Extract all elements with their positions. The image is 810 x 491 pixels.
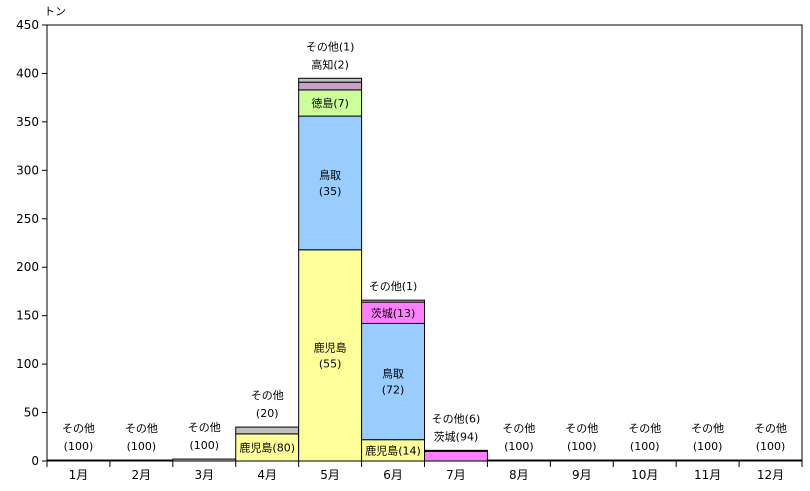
annotation-label: (100) [127,440,157,453]
x-tick-label: 12月 [757,468,784,482]
annotation-label: (100) [504,440,534,453]
y-tick-label: 400 [16,66,39,80]
bar-segment [424,449,488,452]
annotation-label: その他 [628,422,661,435]
segment-label: (35) [319,185,342,198]
annotation-label: その他 [691,422,724,435]
segment-label: 鳥取 [319,168,341,182]
bar-segment [298,81,363,91]
y-tick-label: 250 [16,212,39,226]
segment-label: 鹿児島(14) [365,443,421,457]
annotation-label: 高知(2) [311,57,349,71]
annotation-label: (100) [64,440,94,453]
bar-segment [424,450,488,462]
annotation-label: その他 [125,422,158,435]
y-tick-label: 450 [16,18,39,32]
x-tick-label: 11月 [694,468,721,482]
segment-label: 徳島(7) [311,96,349,110]
segment-label: 鹿児島(80) [239,440,295,454]
annotation-label: その他 [502,422,535,435]
annotations: その他 (100) その他 (100) その他 (100) その他 (20) その他(1) 高知(… [62,40,787,453]
bars [46,77,803,462]
bar-segment [298,77,363,83]
annotation-label: (100) [756,440,786,453]
x-tick-label: 6月 [383,468,403,482]
y-tick-label: 50 [24,406,39,420]
annotation-label: (20) [256,407,279,420]
y-tick-label: 350 [16,115,39,129]
annotation-label: その他(1) [306,40,355,53]
x-tick-label: 1月 [69,468,89,482]
segment-labels: 鹿児島(80) 鹿児島 (55) 鳥取 (35) 徳島(7) 鹿児島(14) 鳥取 (72) 茨城… [239,96,420,457]
bar-segment [298,115,363,251]
y-tick-label: 200 [16,260,39,274]
annotation-label: (100) [630,440,660,453]
x-tick-label: 9月 [572,468,592,482]
annotation-label: (100) [693,440,723,453]
annotation-label: その他(6) [432,412,481,425]
bar-segment [235,426,300,435]
bar-segment [235,433,300,462]
segment-label: 鳥取 [382,367,404,381]
y-tick-label: 0 [31,454,39,468]
annotation-label: その他 [62,422,95,435]
x-axis: 1月 2月 3月 4月 5月 6月 7月 8月 9月 10月 11月 12月 [46,461,803,482]
plot-frame [46,24,803,462]
annotation-label: その他 [754,422,787,435]
plot-border [46,24,803,462]
bar-segment [361,299,426,303]
y-tick-label: 100 [16,357,39,371]
annotation-label: 茨城(94) [434,429,479,443]
y-tick-label: 300 [16,163,39,177]
x-tick-label: 4月 [257,468,277,482]
segment-label: 鹿児島 [314,340,347,354]
bar-segment [298,249,363,462]
bar-segment [361,322,426,441]
x-tick-label: 3月 [194,468,214,482]
x-tick-label: 7月 [446,468,466,482]
x-tick-label: 5月 [320,468,340,482]
segment-label: (55) [319,357,342,370]
annotation-label: その他(1) [369,280,418,293]
annotation-label: その他 [188,421,221,434]
y-tick-label: 150 [16,309,39,323]
x-tick-label: 2月 [132,468,152,482]
annotation-label: その他 [251,389,284,402]
annotation-label: (100) [189,439,219,452]
annotation-label: その他 [565,422,598,435]
x-tick-label: 8月 [509,468,529,482]
segment-label: (72) [382,384,405,397]
y-axis: 0 50 100 150 200 250 300 350 400 450 [16,18,47,468]
y-axis-unit: トン [44,5,66,18]
x-tick-label: 10月 [631,468,658,482]
annotation-label: (100) [567,440,597,453]
segment-label: 茨城(13) [371,306,416,320]
